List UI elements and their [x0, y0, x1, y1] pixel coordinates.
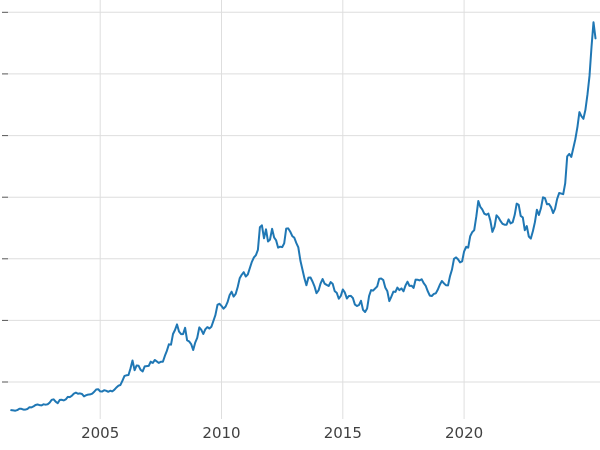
- x-tick-label: 2020: [445, 424, 483, 442]
- x-tick-label: 2010: [202, 424, 240, 442]
- vertical-gridlines: [99, 0, 465, 419]
- x-tick-label: 2005: [81, 424, 119, 442]
- price-line: [10, 21, 597, 412]
- price-line-series: [10, 21, 597, 412]
- horizontal-gridlines: [8, 11, 600, 383]
- y-axis-ticks: [2, 11, 8, 383]
- x-tick-label: 2015: [324, 424, 362, 442]
- x-axis-tick-labels: 2005 2010 2015 2020: [81, 424, 483, 442]
